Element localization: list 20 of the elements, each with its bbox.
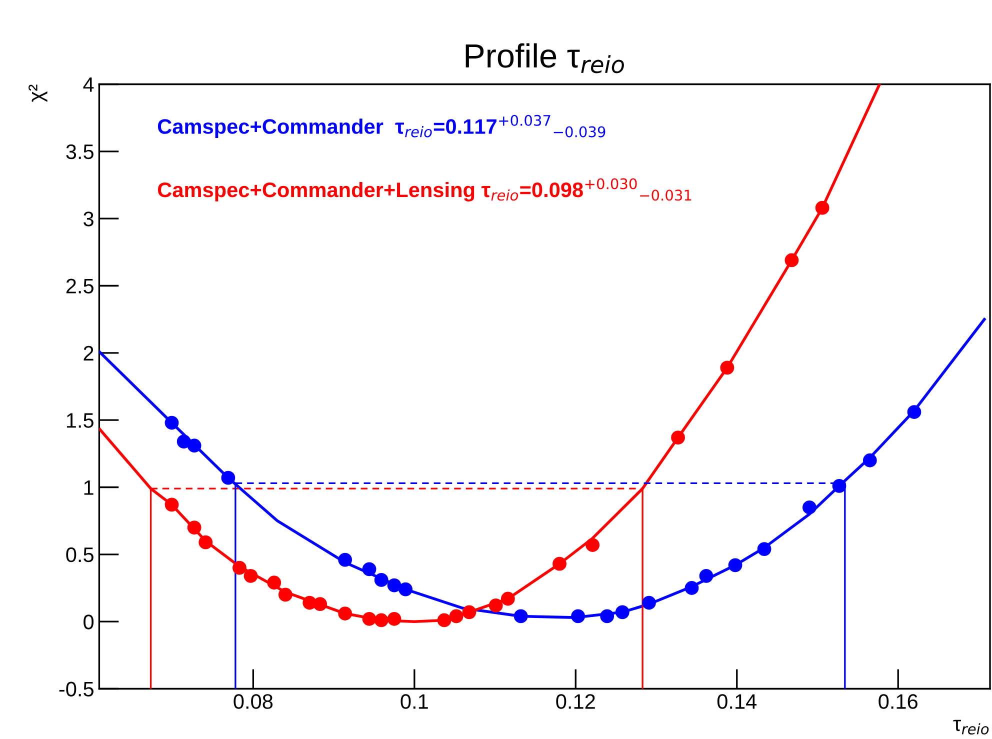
x-tick-label: 0.08 [234, 694, 273, 709]
x-tick-label: 0.12 [556, 694, 595, 709]
y-tick-label: 2 [84, 346, 94, 360]
y-tick-label: 0.5 [66, 547, 94, 562]
y-tick-label: 1.5 [66, 413, 94, 428]
x-axis-title: τ$_{reio}$ [953, 720, 989, 734]
annotation: Camspec+Commander τ$_{reio}$=0.117$^{+0.037}$$_{−0.039}$ [158, 114, 606, 138]
chart-title: Profile τ$_{reio}$ [466, 43, 624, 74]
x-tick-label: 0.16 [878, 694, 918, 709]
x-tick-label: 0.14 [717, 694, 757, 709]
x-tick-label: 0.1 [400, 694, 428, 709]
y-tick-label: 1 [84, 480, 94, 495]
y-tick-label: 2.5 [66, 278, 94, 294]
y-tick-label: -0.5 [59, 682, 94, 696]
y-tick-label: 3 [84, 212, 94, 226]
y-tick-label: 0 [84, 614, 94, 630]
y-axis-title: χ² [28, 84, 48, 102]
annotation: Camspec+Commander+Lensing τ$_{reio}$=0.098$^{+0.030}$$_{−0.031}$ [158, 178, 692, 202]
y-tick-label: 4 [83, 77, 94, 92]
y-tick-label: 3.5 [66, 144, 94, 160]
